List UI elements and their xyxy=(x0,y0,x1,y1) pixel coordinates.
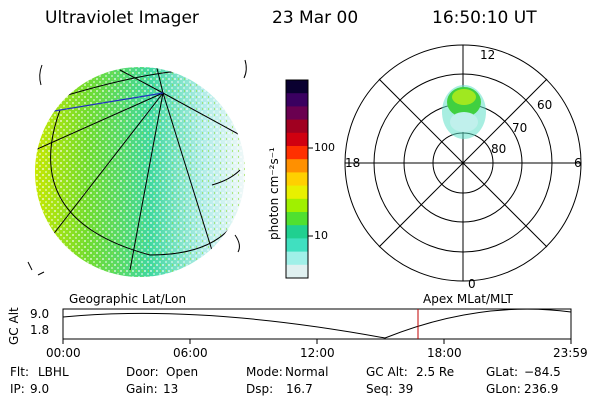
colorbar-tick-100: 100 xyxy=(314,141,335,154)
info-ip-value: 9.0 xyxy=(30,382,50,396)
colorbar-band xyxy=(286,146,308,160)
colorbar-band xyxy=(286,238,308,253)
info-gcalt-key: GC Alt: xyxy=(366,365,408,379)
polar-plot xyxy=(344,44,582,282)
info-seq-value: 39 xyxy=(398,382,414,396)
colorbar-band xyxy=(286,106,308,121)
info-filter-key: Flt: xyxy=(10,365,29,379)
info-dsp-value: 16.7 xyxy=(286,382,313,396)
info-ip-key: IP: xyxy=(10,382,25,396)
timeline-xtick: 06:00 xyxy=(173,346,208,360)
timeline-xtick: 23:59 xyxy=(553,346,588,360)
apex-label: Apex MLat/MLT xyxy=(423,292,513,306)
geographic-label: Geographic Lat/Lon xyxy=(69,292,187,306)
mlat-label-80: 80 xyxy=(491,142,507,156)
info-mode-key: Mode: xyxy=(246,365,283,379)
colorbar-band xyxy=(286,225,308,239)
mlt-label-6: 6 xyxy=(574,156,582,170)
colorbar-band xyxy=(286,264,308,279)
geographic-image xyxy=(27,59,247,277)
info-glon-value: 236.9 xyxy=(524,382,559,396)
info-glat-key: GLat: xyxy=(486,365,519,379)
timeline-plot xyxy=(62,308,572,344)
mlt-label-0: 0 xyxy=(468,277,476,291)
info-dsp-key: Dsp: xyxy=(246,382,274,396)
timeline-ylabel: GC Alt xyxy=(7,307,21,345)
colorbar-tick-10: 10 xyxy=(314,229,328,242)
colorbar-band xyxy=(286,198,308,213)
info-seq-key: Seq: xyxy=(366,382,393,396)
info-glat-value: −84.5 xyxy=(524,365,561,379)
timeline-xtick: 18:00 xyxy=(427,346,462,360)
colorbar-band xyxy=(286,93,308,107)
colorbar-band xyxy=(286,251,308,266)
colorbar-unit-label: photon cm⁻²s⁻¹ xyxy=(267,147,281,240)
timeline-ytick-9: 9.0 xyxy=(30,307,50,321)
info-gain-value: 13 xyxy=(163,382,179,396)
instrument-title: Ultraviolet Imager xyxy=(45,8,199,28)
mlt-label-18: 18 xyxy=(345,156,361,170)
colorbar-band xyxy=(286,119,308,134)
timeline-xtick: 00:00 xyxy=(46,346,81,360)
info-filter-value: LBHL xyxy=(38,365,69,379)
info-gain-key: Gain: xyxy=(126,382,158,396)
colorbar-band xyxy=(286,185,308,200)
colorbar-band xyxy=(286,80,308,94)
colorbar-band xyxy=(286,159,308,173)
auroral-oval-blob xyxy=(442,85,486,139)
colorbar-band xyxy=(286,212,308,226)
info-glon-key: GLon: xyxy=(486,382,521,396)
info-door-key: Door: xyxy=(126,365,159,379)
colorbar-band xyxy=(286,132,308,147)
info-gcalt-value: 2.5 Re xyxy=(416,365,455,379)
mlat-label-60: 60 xyxy=(537,98,553,112)
timeline-xtick: 12:00 xyxy=(300,346,335,360)
info-mode-value: Normal xyxy=(285,365,329,379)
colorbar xyxy=(286,80,308,279)
timeline-ytick-1-8: 1.8 xyxy=(30,323,50,337)
date-label: 23 Mar 00 xyxy=(272,8,359,28)
mlat-label-70: 70 xyxy=(512,121,528,135)
info-door-value: Open xyxy=(166,365,199,379)
mlt-label-12: 12 xyxy=(480,48,496,62)
time-label: 16:50:10 UT xyxy=(432,8,537,28)
colorbar-band xyxy=(286,172,308,187)
